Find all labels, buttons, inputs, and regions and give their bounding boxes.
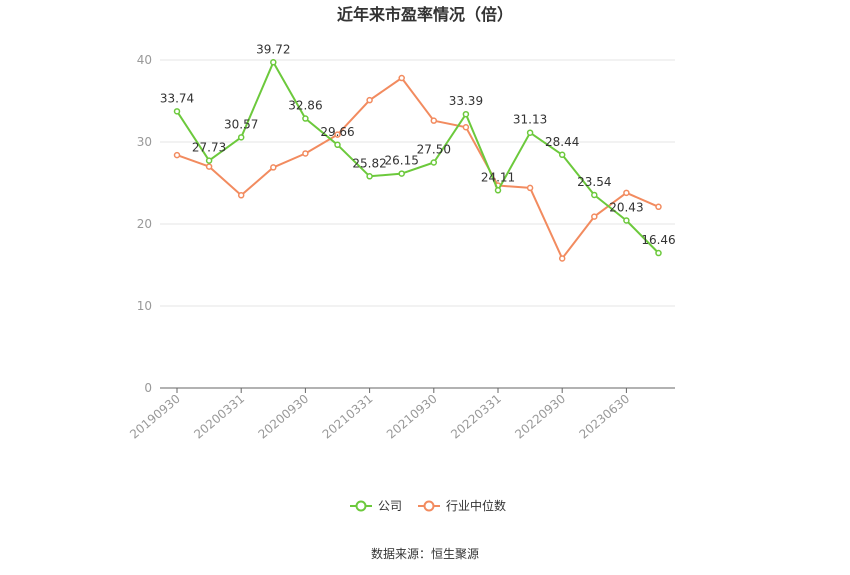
series-line-1 [176,77,659,260]
x-tick-label: 20190930 [127,392,183,442]
x-tick-label: 20210331 [320,392,376,442]
data-label: 33.39 [449,94,483,108]
data-point[interactable] [398,74,405,82]
data-label: 16.46 [641,233,675,247]
data-point[interactable] [462,110,470,118]
data-label: 30.57 [224,117,258,131]
data-point[interactable] [270,164,277,171]
data-point[interactable] [398,170,405,177]
y-axis: 0 10 20 30 40 [137,53,152,395]
data-point[interactable] [655,203,662,211]
data-point[interactable] [205,157,213,164]
data-point[interactable] [430,159,438,166]
legend-label: 行业中位数 [446,498,506,513]
x-tick-label: 20230630 [577,392,633,442]
data-label: 31.13 [513,113,547,127]
y-tick-label: 40 [137,53,152,67]
data-point[interactable] [591,213,598,220]
legend[interactable]: 公司 行业中位数 [350,498,506,513]
data-label: 32.86 [288,99,322,113]
x-axis: 20190930 20200331 20200930 20210331 20210930… [127,387,675,442]
data-point[interactable] [558,255,566,262]
y-tick-label: 10 [137,299,152,313]
data-point[interactable] [237,192,245,199]
data-labels: 33.74 27.73 30.57 39.72 32.86 29.66 25.8226.15… [160,42,676,247]
data-point[interactable] [205,163,213,170]
data-point[interactable] [237,134,245,141]
data-label: 24.11 [481,170,515,184]
data-point[interactable] [302,115,309,122]
series-line-0 [176,61,660,254]
data-point[interactable] [591,191,598,199]
data-label: 33.74 [160,91,194,105]
data-point[interactable] [623,189,630,197]
data-point[interactable] [655,249,662,257]
data-point[interactable] [558,151,566,159]
data-point[interactable] [526,129,534,136]
legend-label: 公司 [378,499,402,513]
data-point[interactable] [526,184,534,192]
x-tick-label: 20210930 [384,392,440,442]
legend-marker [355,500,367,512]
source-note: 数据来源：恒生聚源 [371,546,479,561]
data-point[interactable] [462,123,470,131]
data-label: 23.54 [577,175,611,189]
y-tick-label: 20 [137,217,152,231]
x-tick-label: 20220331 [448,392,504,442]
series-layer [173,59,662,262]
data-point[interactable] [173,151,181,159]
data-label: 28.44 [545,135,579,149]
y-tick-label: 0 [144,381,152,395]
data-label: 26.15 [385,154,419,168]
data-point[interactable] [270,59,277,66]
data-label: 27.50 [417,143,451,157]
data-point[interactable] [430,117,438,124]
chart-title: 近年来市盈率情况（倍） [337,5,513,24]
legend-marker [423,500,435,512]
data-label: 25.82 [352,156,386,170]
data-point[interactable] [334,141,341,149]
data-point[interactable] [302,150,309,157]
data-label: 27.73 [192,141,226,155]
data-point[interactable] [623,217,630,224]
data-point[interactable] [366,173,373,180]
data-label: 29.66 [320,125,354,139]
data-point[interactable] [366,96,373,104]
x-tick-label: 20200930 [256,392,312,442]
data-point[interactable] [494,187,502,194]
legend-item-1[interactable]: 行业中位数 [418,498,506,513]
data-label: 39.72 [256,42,290,56]
y-tick-label: 30 [137,135,152,149]
data-label: 20.43 [609,200,643,214]
data-point[interactable] [173,108,181,115]
x-tick-label: 20200331 [191,392,247,442]
legend-item-0[interactable]: 公司 [350,499,402,513]
x-tick-label: 20220930 [512,392,568,442]
data-point[interactable] [334,131,341,138]
